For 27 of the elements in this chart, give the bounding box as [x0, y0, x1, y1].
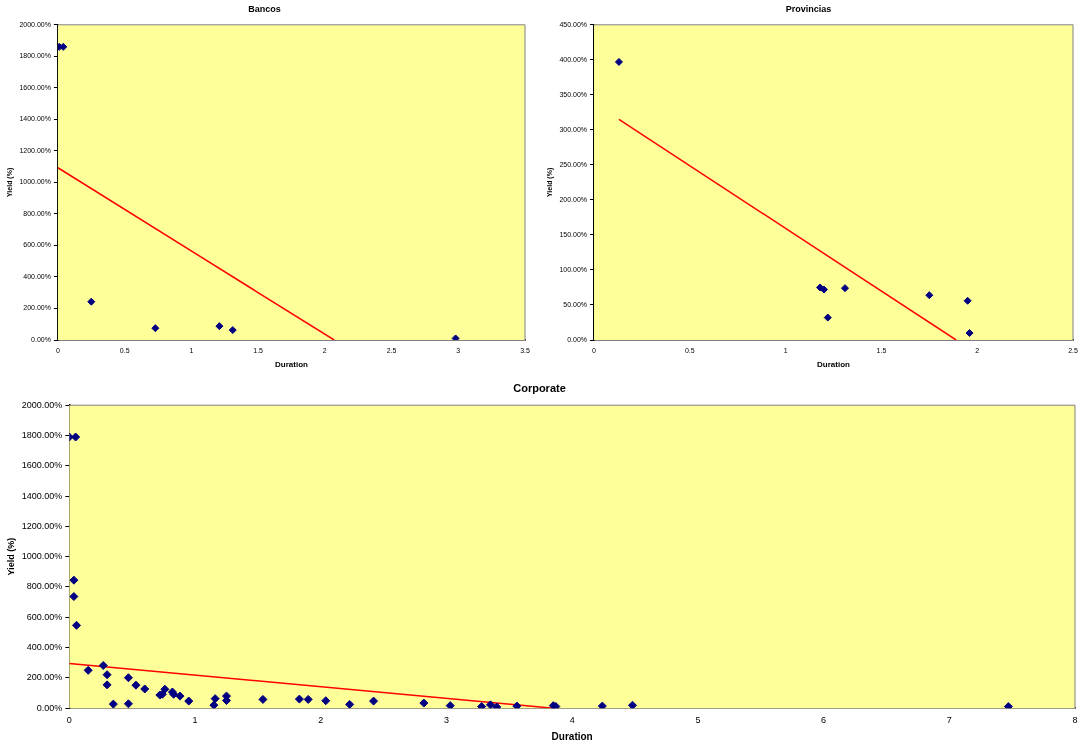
x-tick-label: 8 — [1072, 715, 1078, 726]
x-tick-label: 3 — [443, 715, 449, 726]
x-tick-label: 2 — [318, 715, 324, 726]
chart-title: Provincias — [785, 3, 832, 14]
y-tick-label: 400.00% — [26, 642, 63, 653]
y-tick-label: 1800.00% — [21, 429, 63, 440]
chart-title: Corporate — [513, 381, 566, 394]
y-tick-label: 800.00% — [26, 581, 63, 592]
y-tick-label: 0.00% — [36, 702, 63, 713]
y-tick-label: 1600.00% — [21, 460, 63, 471]
y-tick-label: 1400.00% — [21, 490, 63, 501]
x-tick-label: 5 — [695, 715, 701, 726]
y-tick-label: 2000.00% — [21, 399, 63, 410]
chart-title: Bancos — [248, 3, 281, 14]
x-axis-title: Duration — [275, 360, 309, 370]
y-tick-label: 200.00% — [26, 672, 63, 683]
x-tick-label: 4 — [569, 715, 575, 726]
x-tick-label: 6 — [821, 715, 827, 726]
x-axis-title: Duration — [551, 730, 593, 742]
y-axis-title: Yield (%) — [5, 537, 16, 576]
y-tick-label: 1200.00% — [21, 520, 63, 531]
x-tick-label: 7 — [946, 715, 952, 726]
x-tick-label: 1 — [192, 715, 198, 726]
y-tick-label: 1000.00% — [21, 551, 63, 562]
y-tick-label: 600.00% — [26, 611, 63, 622]
x-axis-title: Duration — [817, 360, 851, 370]
x-tick-label: 0 — [66, 715, 72, 726]
